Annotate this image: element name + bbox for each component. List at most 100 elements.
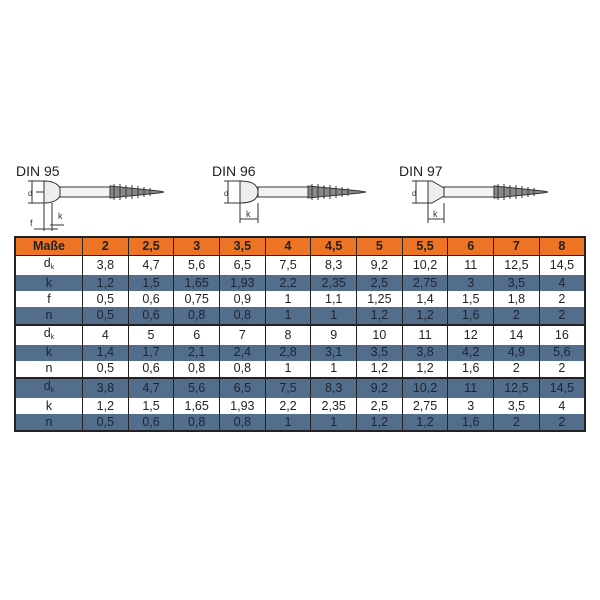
table-cell: 0,5 <box>82 360 129 378</box>
table-cell: 16 <box>538 323 585 345</box>
table-cell: 6,5 <box>219 376 266 398</box>
table-cell: 2 <box>493 307 540 325</box>
table-cell: 0,8 <box>173 307 220 325</box>
din96-screw-drawing: d k <box>224 180 367 223</box>
table-cell: 5 <box>127 323 174 345</box>
table-cell: 1,4 <box>401 291 448 308</box>
header-size: 5 <box>356 237 403 256</box>
table-cell: 2 <box>493 360 540 378</box>
table-cell: 3,1 <box>310 344 357 361</box>
table-cell: 1,6 <box>447 307 494 325</box>
row-label-text: f <box>47 291 51 306</box>
row-label: n <box>14 414 83 432</box>
table-cell: 1 <box>264 291 311 308</box>
din96-label: DIN 96 <box>212 163 256 179</box>
table-cell: 2 <box>538 414 585 432</box>
row-label: f <box>14 291 83 308</box>
row-label-text: n <box>45 414 53 429</box>
table-cell: 0,8 <box>173 360 220 378</box>
table-cell: 1 <box>264 360 311 378</box>
table-cell: 10,2 <box>401 255 448 275</box>
table-cell: 8,3 <box>310 255 357 275</box>
row-label: dk <box>14 255 83 275</box>
table-cell: 11 <box>401 323 448 345</box>
table-cell: 2,2 <box>264 397 311 415</box>
table-row: dk 4 5 6 7 8 9 10 11 12 14 16 <box>14 323 585 345</box>
table-cell: 0,6 <box>127 291 174 308</box>
table-cell: 0,6 <box>127 307 174 325</box>
row-label: dk <box>14 376 83 398</box>
table-cell: 0,5 <box>82 291 129 308</box>
table-cell: 10 <box>356 323 403 345</box>
header-size: 8 <box>538 237 585 256</box>
table-cell: 2,4 <box>219 344 266 361</box>
table-cell: 1,1 <box>310 291 357 308</box>
table-cell: 8 <box>264 323 311 345</box>
table-cell: 4 <box>82 323 129 345</box>
table-cell: 4,7 <box>127 255 174 275</box>
row-label: n <box>14 360 83 378</box>
table-cell: 0,75 <box>173 291 220 308</box>
table-cell: 1,2 <box>401 360 448 378</box>
header-size: 4 <box>264 237 311 256</box>
table-cell: 1,2 <box>82 397 129 415</box>
table-row: n 0,5 0,6 0,8 0,8 1 1 1,2 1,2 1,6 2 2 <box>14 414 585 432</box>
table-cell: 0,6 <box>127 360 174 378</box>
row-label-text: k <box>45 275 53 290</box>
header-label: Maße <box>14 237 83 256</box>
table-cell: 5,6 <box>173 255 220 275</box>
header-size: 6 <box>447 237 494 256</box>
table-row: n 0,5 0,6 0,8 0,8 1 1 1,2 1,2 1,6 2 2 <box>14 307 585 325</box>
table-cell: 4 <box>538 397 585 415</box>
row-label-text: d <box>43 325 51 340</box>
table-cell: 6,5 <box>219 255 266 275</box>
table-cell: 10,2 <box>401 376 448 398</box>
table-cell: 0,8 <box>219 414 266 432</box>
table-cell: 1 <box>310 307 357 325</box>
table-cell: 12 <box>447 323 494 345</box>
table-header-row: Maße 2 2,5 3 3,5 4 4,5 5 5,5 6 7 8 <box>14 237 585 256</box>
table-cell: 1,6 <box>447 360 494 378</box>
table-cell: 2,5 <box>356 275 403 292</box>
table-cell: 12,5 <box>493 376 540 398</box>
table-cell: 2,5 <box>356 397 403 415</box>
table-cell: 4,2 <box>447 344 494 361</box>
table-cell: 1,5 <box>127 275 174 292</box>
table-cell: 9 <box>310 323 357 345</box>
din97-label: DIN 97 <box>399 163 443 179</box>
table-cell: 7 <box>219 323 266 345</box>
table-cell: 12,5 <box>493 255 540 275</box>
table-cell: 8,3 <box>310 376 357 398</box>
table-cell: 0,8 <box>173 414 220 432</box>
table-cell: 2 <box>538 307 585 325</box>
row-label: k <box>14 344 83 361</box>
table-cell: 9,2 <box>356 255 403 275</box>
svg-text:d: d <box>28 189 32 198</box>
table-cell: 1,5 <box>447 291 494 308</box>
dimensions-table: Maße 2 2,5 3 3,5 4 4,5 5 5,5 6 7 8 dk 3,8 4,7 5,6 6,5 7,… <box>14 236 586 433</box>
table-cell: 1,4 <box>82 344 129 361</box>
table-cell: 3,5 <box>493 275 540 292</box>
table-cell: 2 <box>538 360 585 378</box>
table-cell: 1 <box>310 414 357 432</box>
row-label-text: k <box>45 345 53 360</box>
table-cell: 0,5 <box>82 414 129 432</box>
row-label-text: d <box>43 378 51 393</box>
table-cell: 3,8 <box>401 344 448 361</box>
table-cell: 2,1 <box>173 344 220 361</box>
table-cell: 1,93 <box>219 397 266 415</box>
table-cell: 1,2 <box>356 414 403 432</box>
table-cell: 0,9 <box>219 291 266 308</box>
table-row: n 0,5 0,6 0,8 0,8 1 1 1,2 1,2 1,6 2 2 <box>14 360 585 378</box>
table-cell: 1,2 <box>356 307 403 325</box>
row-label-subscript: k <box>50 264 55 271</box>
table-cell: 2,75 <box>401 275 448 292</box>
table-row: k 1,2 1,5 1,65 1,93 2,2 2,35 2,5 2,75 3 3,5 4 <box>14 275 585 292</box>
table-cell: 1,7 <box>127 344 174 361</box>
table-cell: 3 <box>447 275 494 292</box>
table-cell: 11 <box>447 376 494 398</box>
table-cell: 4,7 <box>127 376 174 398</box>
table-cell: 1,2 <box>356 360 403 378</box>
svg-text:d: d <box>224 189 228 198</box>
table-cell: 1,65 <box>173 275 220 292</box>
